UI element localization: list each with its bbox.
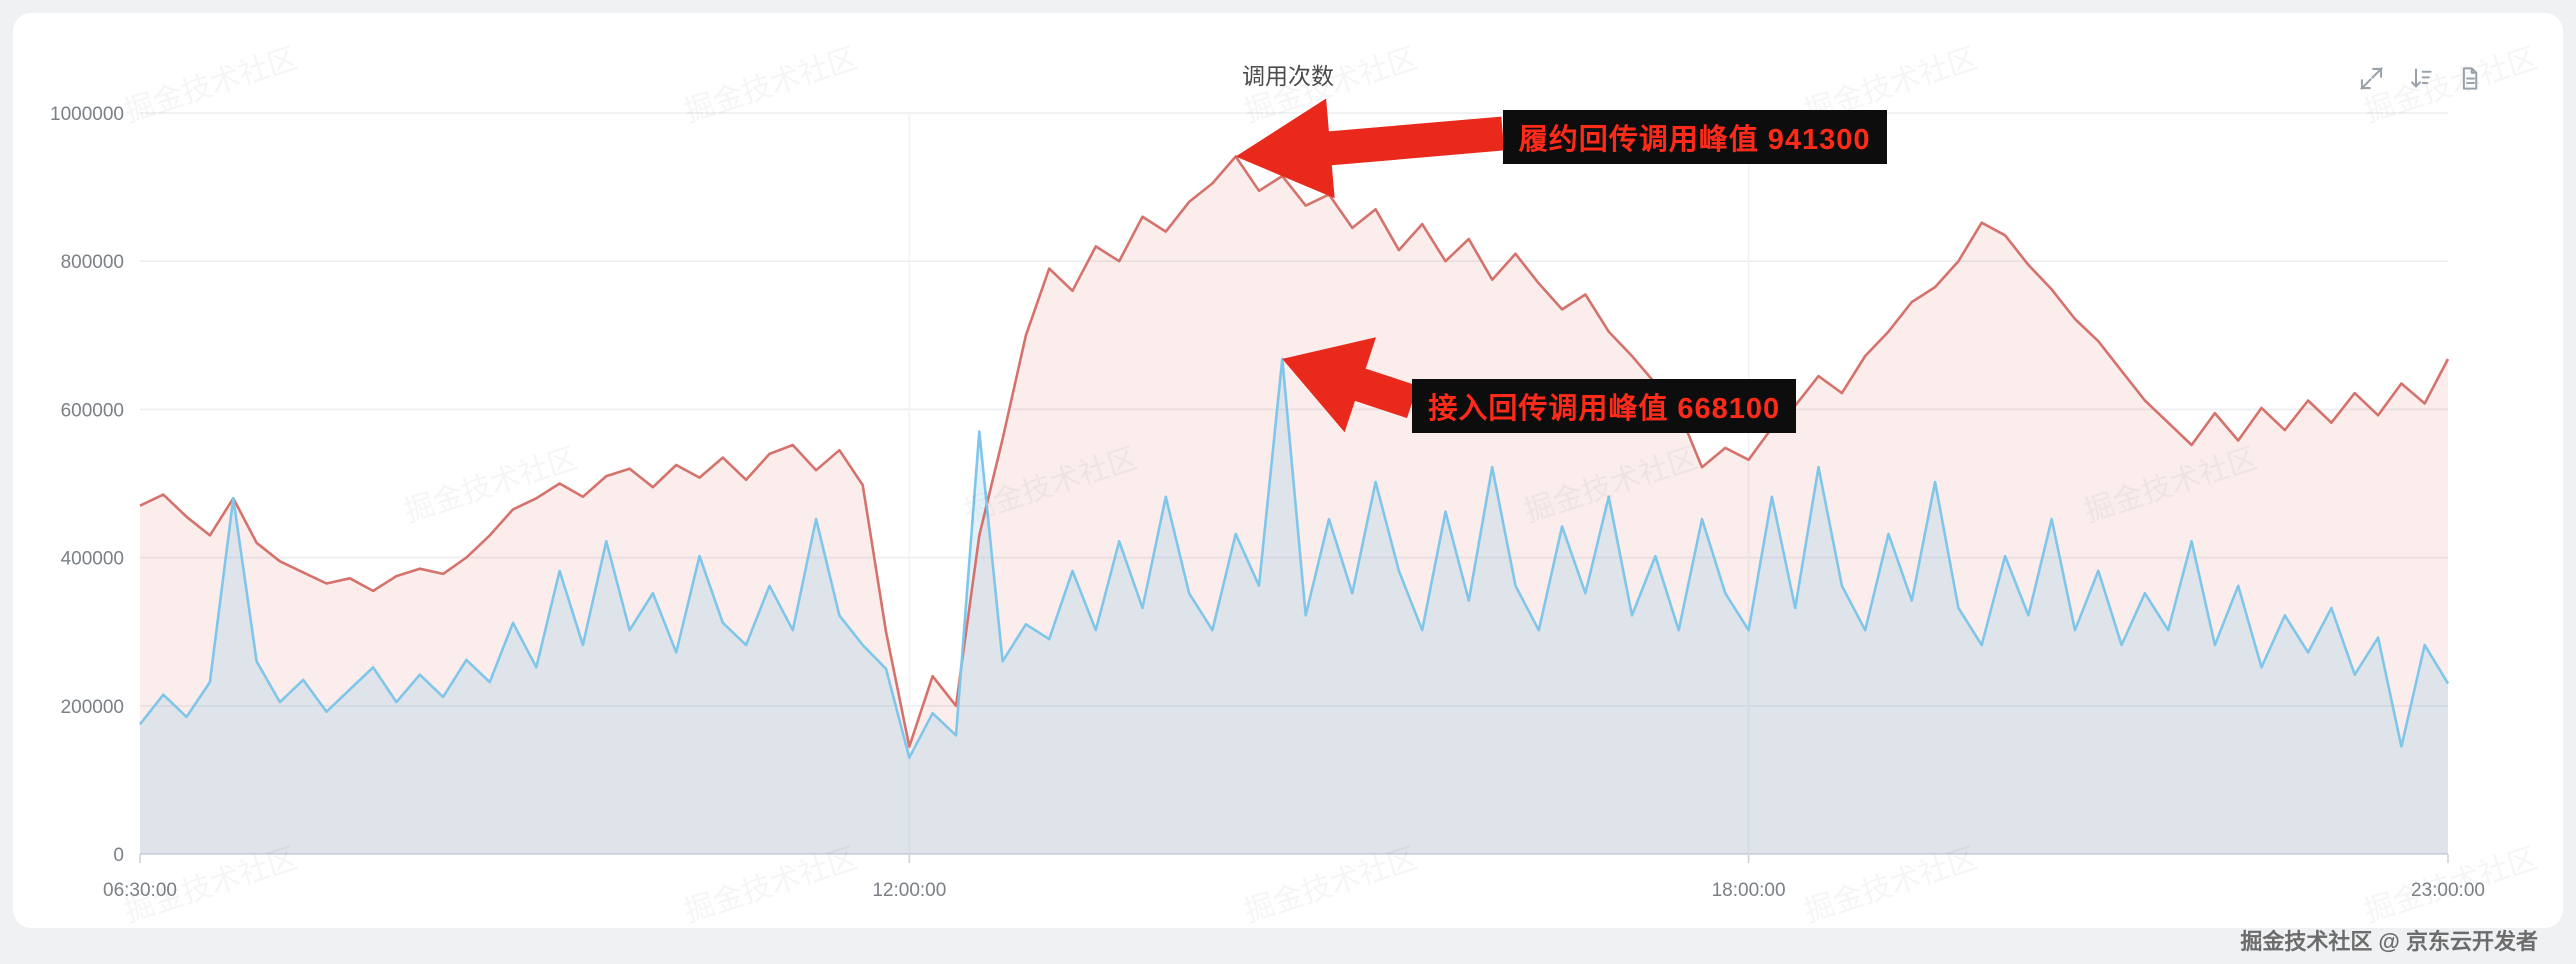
chart-title: 调用次数 <box>1242 63 1334 89</box>
svg-text:23:00:00: 23:00:00 <box>2411 880 2485 901</box>
svg-text:0: 0 <box>113 845 124 866</box>
svg-text:400000: 400000 <box>61 549 124 570</box>
svg-text:800000: 800000 <box>61 252 124 273</box>
juejin-watermark: 掘金技术社区 @ 京东云开发者 <box>2240 929 2538 954</box>
annotation-blue-peak: 接入回传调用峰值 668100 <box>1412 378 1797 433</box>
chart-toolbar <box>2358 65 2483 92</box>
svg-text:12:00:00: 12:00:00 <box>872 880 946 901</box>
svg-text:200000: 200000 <box>61 697 124 718</box>
svg-text:06:30:00: 06:30:00 <box>103 880 177 901</box>
fullscreen-icon[interactable] <box>2358 65 2385 92</box>
line-chart[interactable]: 0 200000 400000 600000 800000 1000000 06:30:00… <box>13 13 2563 928</box>
chart-card: 调用次数 0 200000 400000 600000 800000 1000000 06:… <box>13 13 2563 928</box>
svg-text:18:00:00: 18:00:00 <box>1712 880 1786 901</box>
document-icon[interactable] <box>2456 65 2483 92</box>
svg-text:1000000: 1000000 <box>50 104 124 125</box>
sort-icon[interactable] <box>2407 65 2434 92</box>
svg-text:600000: 600000 <box>61 400 124 421</box>
annotation-red-peak: 履约回传调用峰值 941300 <box>1502 110 1887 165</box>
